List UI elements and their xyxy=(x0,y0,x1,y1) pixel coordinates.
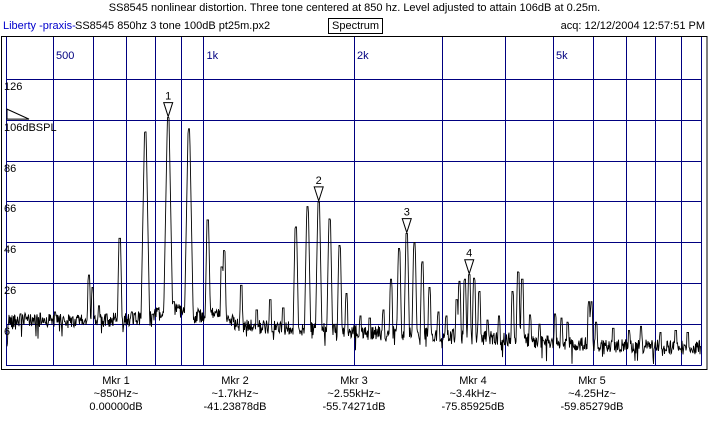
app-name: Liberty -praxis- xyxy=(3,20,76,32)
y-tick-106: 106dBSPL xyxy=(4,121,57,134)
measurement-title: SS8545 nonlinear distortion. Three tone … xyxy=(108,2,601,14)
marker-readout-1: Mkr 1 ~850Hz~ 0.00000dB xyxy=(46,375,186,414)
marker-5-freq: ~4.25Hz~ xyxy=(568,388,616,400)
y-tick-6: 6 xyxy=(4,326,11,339)
marker-3-name: Mkr 3 xyxy=(340,375,368,387)
x-tick-2k: 2k xyxy=(357,50,369,62)
marker-readout-4: Mkr 4 ~3.4kHz~ -75.85925dB xyxy=(403,375,543,414)
marker-1-number-label: 1 xyxy=(165,91,171,103)
spectrum-mode-button[interactable]: Spectrum xyxy=(328,18,384,34)
acquisition-timestamp: acq: 12/12/2004 12:57:51 PM xyxy=(560,20,705,32)
marker-1-name: Mkr 1 xyxy=(102,375,130,387)
marker-2-freq: ~1.7kHz~ xyxy=(211,388,259,400)
y-tick-86: 86 xyxy=(4,162,17,175)
marker-1-triangle-icon[interactable] xyxy=(163,102,174,119)
marker-3-freq: ~2.55kHz~ xyxy=(327,388,381,400)
marker-3-level: -55.74271dB xyxy=(322,401,386,413)
marker-4-freq: ~3.4kHz~ xyxy=(449,388,497,400)
marker-5-name: Mkr 5 xyxy=(578,375,606,387)
marker-1-freq: ~850Hz~ xyxy=(93,388,139,400)
marker-2-name: Mkr 2 xyxy=(221,375,249,387)
grid xyxy=(6,37,702,366)
marker-3-number-label: 3 xyxy=(404,207,410,219)
x-tick-1k: 1k xyxy=(206,50,219,62)
marker-2-level: -41.23878dB xyxy=(203,401,267,413)
y-tick-26: 26 xyxy=(4,285,17,298)
spectrum-trace xyxy=(6,117,701,365)
y-tick-66: 66 xyxy=(4,203,17,216)
x-tick-500: 500 xyxy=(55,50,75,62)
marker-readout-3: Mkr 3 ~2.55kHz~ -55.74271dB xyxy=(284,375,424,414)
marker-3-triangle-icon[interactable] xyxy=(401,218,412,235)
y-tick-126: 126 xyxy=(4,80,23,93)
y-tick-46: 46 xyxy=(4,244,17,257)
x-tick-5k: 5k xyxy=(555,50,568,62)
marker-readout-5: Mkr 5 ~4.25Hz~ -59.85279dB xyxy=(522,375,662,414)
marker-4-level: -75.85925dB xyxy=(441,401,505,413)
input-level-wedge-icon xyxy=(6,108,30,120)
marker-5-level: -59.85279dB xyxy=(560,401,624,413)
marker-2-triangle-icon[interactable] xyxy=(313,186,324,203)
marker-4-triangle-icon[interactable] xyxy=(464,259,475,276)
plot-frame xyxy=(1,36,708,370)
marker-1-level: 0.00000dB xyxy=(89,401,143,413)
file-name: SS8545 850hz 3 tone 100dB pt25m.px2 xyxy=(75,20,271,32)
marker-readout-2: Mkr 2 ~1.7kHz~ -41.23878dB xyxy=(165,375,305,414)
marker-4-name: Mkr 4 xyxy=(459,375,487,387)
marker-2-number-label: 2 xyxy=(316,175,322,187)
marker-4-number-label: 4 xyxy=(466,248,472,260)
